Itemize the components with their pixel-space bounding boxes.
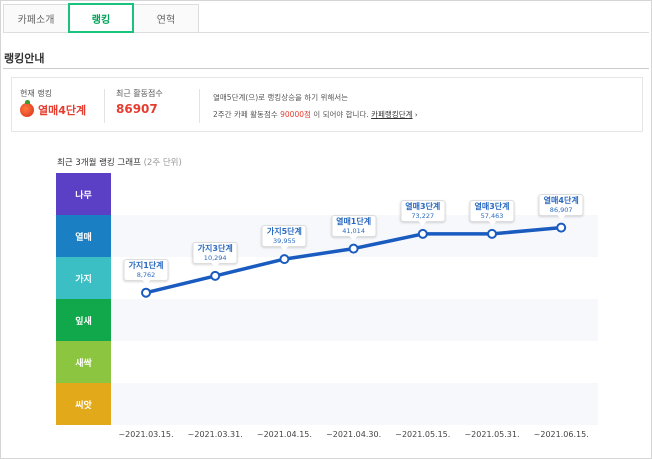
callout-score: 39,955 bbox=[273, 237, 296, 246]
level-band-column: 나무 열매 가지 잎새 새싹 씨앗 bbox=[56, 173, 111, 425]
ranking-info-box: 현재 랭킹 열매4단계 최근 활동점수 86907 열매5단계(으)로 랭킹상승… bbox=[11, 77, 643, 132]
callout-score: 41,014 bbox=[342, 226, 365, 235]
callout-level: 가지5단계 bbox=[266, 227, 302, 237]
callout-score: 10,294 bbox=[203, 253, 227, 262]
point-callout: 가지3단계 10,294 bbox=[192, 241, 238, 268]
section-divider bbox=[3, 68, 649, 69]
data-point[interactable] bbox=[279, 254, 290, 265]
callout-level: 열매3단계 bbox=[474, 201, 510, 211]
data-point[interactable] bbox=[348, 243, 359, 254]
score-label: 최근 활동점수 bbox=[116, 89, 163, 98]
notice-line-2: 2주간 카페 활동점수 90000점 이 되어야 합니다. 카페랭킹단계 › bbox=[213, 106, 418, 124]
rank-up-notice: 열매5단계(으)로 랭킹상승을 하기 위해서는 2주간 카페 활동점수 9000… bbox=[213, 89, 418, 124]
tab-cafe-intro[interactable]: 카페소개 bbox=[3, 4, 69, 32]
level-band-background bbox=[111, 299, 598, 341]
chart-title: 최근 3개월 랭킹 그래프 (2주 단위) bbox=[57, 156, 182, 168]
data-point[interactable] bbox=[141, 287, 151, 298]
callout-score: 73,227 bbox=[411, 211, 435, 220]
point-callout: 열매3단계 73,227 bbox=[400, 199, 446, 226]
notice-text: 이 되어야 합니다. bbox=[313, 110, 369, 119]
level-band-label: 새싹 bbox=[56, 341, 111, 383]
callout-level: 가지3단계 bbox=[197, 243, 233, 253]
point-callout: 가지1단계 8,762 bbox=[123, 258, 169, 285]
cafe-ranking-link[interactable]: 카페랭킹단계 bbox=[371, 110, 413, 119]
current-rank: 현재 랭킹 열매4단계 bbox=[12, 78, 102, 133]
level-band-label: 나무 bbox=[56, 173, 111, 215]
fruit-icon bbox=[20, 100, 34, 117]
tab-bar: 카페소개 랭킹 연혁 bbox=[3, 3, 199, 33]
x-axis-label: ~2021.06.15. bbox=[533, 430, 589, 439]
level-band-label: 열매 bbox=[56, 215, 111, 257]
info-divider bbox=[199, 89, 200, 123]
data-point[interactable] bbox=[417, 228, 428, 239]
section-title: 랭킹안내 bbox=[4, 52, 45, 65]
callout-level: 열매3단계 bbox=[405, 201, 441, 211]
data-point[interactable] bbox=[487, 228, 497, 239]
score-value: 86907 bbox=[116, 102, 158, 116]
target-score: 90000점 bbox=[280, 110, 311, 119]
level-band-background bbox=[111, 173, 598, 215]
callout-level: 열매1단계 bbox=[336, 216, 372, 226]
level-band-label: 씨앗 bbox=[56, 383, 111, 425]
rank-value: 열매4단계 bbox=[38, 104, 87, 117]
point-callout: 열매4단계 86,907 bbox=[538, 193, 584, 220]
chart-subtitle: (2주 단위) bbox=[143, 158, 182, 168]
level-band-background bbox=[111, 383, 598, 425]
callout-level: 가지1단계 bbox=[128, 260, 164, 270]
x-axis-label: ~2021.03.31. bbox=[187, 430, 243, 439]
point-callout: 열매1단계 41,014 bbox=[331, 214, 377, 241]
level-band-label: 가지 bbox=[56, 257, 111, 299]
callout-score: 8,762 bbox=[136, 270, 156, 279]
tab-history[interactable]: 연혁 bbox=[133, 4, 199, 32]
point-callout: 열매3단계 57,463 bbox=[469, 199, 515, 226]
chevron-right-icon: › bbox=[414, 111, 418, 119]
callout-score: 57,463 bbox=[480, 211, 504, 220]
x-axis-label: ~2021.05.31. bbox=[464, 430, 520, 439]
x-axis-label: ~2021.04.30. bbox=[326, 430, 382, 439]
x-axis-label: ~2021.03.15. bbox=[118, 430, 174, 439]
level-band-label: 잎새 bbox=[56, 299, 111, 341]
chart-title-text: 최근 3개월 랭킹 그래프 bbox=[57, 158, 141, 168]
tab-ranking[interactable]: 랭킹 bbox=[68, 3, 134, 33]
recent-score: 최근 활동점수 86907 bbox=[116, 78, 196, 133]
x-axis-label: ~2021.04.15. bbox=[256, 430, 312, 439]
data-point[interactable] bbox=[210, 270, 221, 281]
x-axis-labels: ~2021.03.15. ~2021.03.31. ~2021.04.15. ~202… bbox=[0, 430, 652, 444]
data-point[interactable] bbox=[556, 222, 567, 233]
callout-level: 열매4단계 bbox=[543, 195, 579, 205]
x-axis-label: ~2021.05.15. bbox=[395, 430, 451, 439]
level-band-background bbox=[111, 257, 598, 299]
callout-score: 86,907 bbox=[549, 205, 573, 214]
point-callout: 가지5단계 39,955 bbox=[261, 225, 307, 252]
level-band-background bbox=[111, 341, 598, 383]
notice-line-1: 열매5단계(으)로 랭킹상승을 하기 위해서는 bbox=[213, 93, 349, 102]
notice-text: 2주간 카페 활동점수 bbox=[213, 110, 281, 119]
info-divider bbox=[104, 89, 105, 123]
rank-label: 현재 랭킹 bbox=[20, 89, 52, 98]
tab-divider bbox=[3, 32, 649, 33]
